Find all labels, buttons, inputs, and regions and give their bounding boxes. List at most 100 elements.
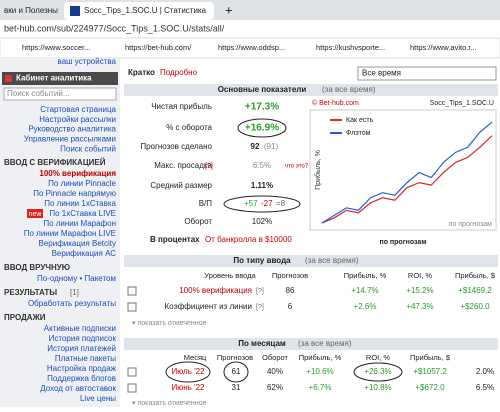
losses: -27 [261, 199, 273, 208]
stat-note: (91) [264, 142, 279, 151]
bookmark[interactable]: https://www.oddsp... [218, 43, 285, 52]
checkbox[interactable] [127, 286, 137, 296]
menu-link[interactable]: Стартовая страница [40, 105, 116, 114]
section-bar [124, 255, 498, 267]
search-box[interactable] [3, 87, 117, 101]
tab-title: вки и Полезны [4, 6, 58, 15]
menu-link[interactable]: Настройки рассылки [39, 115, 116, 124]
search-placeholder: Поиск событий... [7, 89, 70, 98]
menu-link[interactable]: Доход от автоставок [40, 384, 116, 393]
x-axis-label: по прогнозам [379, 239, 426, 246]
cell[interactable]: 100% верификация [179, 286, 252, 295]
bookmark[interactable]: https://kushvsporte... [316, 43, 385, 52]
active-tab[interactable] [64, 2, 214, 20]
menu-link[interactable]: По линии Марафон LIVE [24, 229, 116, 238]
wins: +57 [244, 199, 258, 208]
tab-title: Socc_Tips_1.SOC.U | Статистика [84, 6, 207, 15]
menu-link[interactable]: Платные пакеты [55, 354, 116, 363]
address: bet-hub.com/sub/224977/Socc_Tips_1.SOC.U… [4, 23, 225, 33]
stat-label: Чистая прибыль [151, 102, 212, 111]
menu-link[interactable]: По линии 1xСтавка [44, 199, 116, 208]
menu-link[interactable]: История подписок [49, 334, 117, 343]
stat-value: 92 [251, 142, 260, 151]
cell: +47.3% [406, 302, 433, 311]
tab[interactable] [0, 2, 62, 20]
stat-value: 102% [252, 217, 272, 226]
cell: 40% [267, 367, 283, 376]
legend-label: Флэтом [346, 130, 371, 137]
draws: =8 [276, 199, 286, 208]
cell: +$1469.2 [458, 286, 492, 295]
cell: +26.3% [364, 367, 391, 376]
menu-link[interactable]: По 1xСтавка LIVE [49, 209, 116, 218]
bookmark[interactable]: https://www.avito.r... [410, 43, 477, 52]
footer-link[interactable]: От банкролла в $10000 [205, 235, 292, 244]
section-bar [124, 338, 498, 350]
cell: +$260.0 [460, 302, 490, 311]
cell: +10.6% [306, 367, 333, 376]
period-select[interactable] [357, 66, 497, 81]
menu-link[interactable]: Поиск событий [60, 144, 116, 153]
bookmark[interactable]: https://www.soccer... [22, 43, 90, 52]
footer-label: В процентах [150, 235, 200, 244]
cell: 62% [267, 383, 283, 392]
y-axis-label: Прибыль, % [314, 150, 322, 190]
cell: 61 [232, 367, 241, 376]
hand-circle [353, 362, 403, 382]
help: [?] [256, 288, 264, 295]
menu-heading: ВВОД С ВЕРИФИКАЦИЕЙ [4, 158, 106, 167]
menu-link[interactable]: Live цены [80, 394, 116, 403]
stat-value: +17.3% [245, 102, 279, 113]
menu-link[interactable]: Активные подписки [44, 324, 116, 333]
menu-link[interactable]: Верификация Betcity [39, 239, 117, 248]
column-header: Прибыль, $ [455, 271, 496, 280]
menu-link[interactable]: 100% верификация [39, 169, 116, 178]
checkbox[interactable] [127, 367, 137, 377]
column-header: ROI, % [366, 353, 391, 362]
cell: 6.5% [476, 383, 494, 392]
menu-link[interactable]: Руководство аналитика [28, 125, 116, 134]
column-header: Прибыль, $ [410, 353, 451, 362]
cell: +10.8% [364, 383, 391, 392]
sidebar-header [2, 72, 118, 85]
plot-note: по прогнозам [449, 221, 493, 228]
select-value: Все время [362, 69, 401, 78]
menu-link[interactable]: По Pinnacle напрямую [33, 189, 116, 198]
badge [27, 209, 43, 218]
bookmark[interactable]: https://bet-hub.com/ [125, 43, 192, 52]
copyright: © Bet-hub.com [312, 99, 359, 107]
hand-circle [223, 195, 301, 213]
cell: +$1057.2 [413, 367, 447, 376]
cell: 2.0% [476, 367, 494, 376]
menu-link[interactable]: История платежей [47, 344, 116, 353]
checkbox[interactable] [127, 302, 137, 312]
new-tab[interactable]: + [225, 2, 233, 17]
stat-label: В/П [199, 199, 213, 208]
hand-circle [165, 361, 211, 383]
menu-link[interactable]: По-одному • Пакетом [37, 274, 116, 283]
menu-link[interactable]: Верификация АС [52, 249, 117, 258]
menu-link[interactable]: Управление рассылками [24, 135, 116, 144]
sidebar [0, 58, 120, 407]
menu-link[interactable]: Настройка продаж [47, 364, 117, 373]
show-marked[interactable]: ▾ показать отмеченное [132, 400, 207, 407]
section-bar [124, 84, 498, 96]
menu-link[interactable]: По линии Pinnacle [48, 179, 116, 188]
menu-link[interactable]: Обработать результаты [28, 299, 116, 308]
cell: Июль '22 [171, 367, 205, 376]
column-header: Уровень ввода [204, 271, 256, 280]
bookmarks-bar [0, 37, 500, 59]
column-header: Прибыль, % [299, 353, 342, 362]
menu-link[interactable]: Поддержка блогов [47, 374, 116, 383]
chart-title: Socc_Tips_1.SOC.U [430, 100, 494, 107]
column-header: Прибыль, % [344, 271, 387, 280]
favicon [70, 6, 80, 16]
help: [?] [256, 304, 264, 311]
menu-link[interactable]: По линии Марафон [43, 219, 116, 228]
section-period: (за все время) [305, 256, 359, 265]
checkbox[interactable] [127, 383, 137, 393]
view-tab[interactable]: Подробно [160, 68, 198, 77]
show-marked[interactable]: ▾ показать отмеченное [132, 320, 207, 327]
icon [5, 75, 12, 82]
